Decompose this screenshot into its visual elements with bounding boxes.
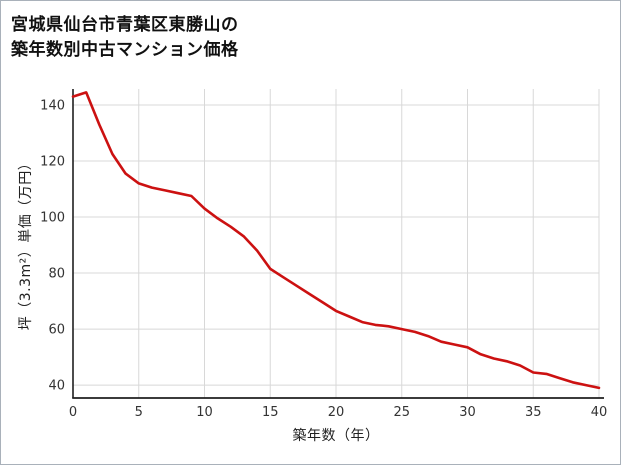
- y-tick-label: 40: [48, 379, 65, 394]
- x-tick-label: 5: [135, 405, 143, 420]
- x-tick-label: 40: [591, 405, 608, 420]
- x-tick-label: 15: [262, 405, 279, 420]
- y-tick-label: 100: [40, 211, 65, 226]
- x-tick-label: 10: [196, 405, 213, 420]
- y-tick-label: 120: [40, 154, 65, 169]
- x-tick-label: 25: [393, 405, 410, 420]
- price-series-line: [71, 91, 601, 390]
- y-tick-label: 60: [48, 323, 65, 338]
- y-axis-label: 坪（3.3m²）単価（万円）: [18, 155, 34, 331]
- x-tick-label: 0: [69, 405, 77, 420]
- x-tick-label: 30: [459, 405, 476, 420]
- x-axis-label: 築年数（年）: [292, 428, 380, 444]
- chart-title-line2: 築年数別中古マンション価格: [11, 39, 239, 60]
- y-tick-label: 140: [40, 98, 65, 113]
- x-tick-label: 20: [328, 405, 345, 420]
- chart-title: 宮城県仙台市青葉区東勝山の 築年数別中古マンション価格: [11, 13, 239, 62]
- y-tick-label: 80: [48, 267, 65, 282]
- chart-title-line1: 宮城県仙台市青葉区東勝山の: [11, 15, 239, 35]
- x-tick-label: 35: [525, 405, 542, 420]
